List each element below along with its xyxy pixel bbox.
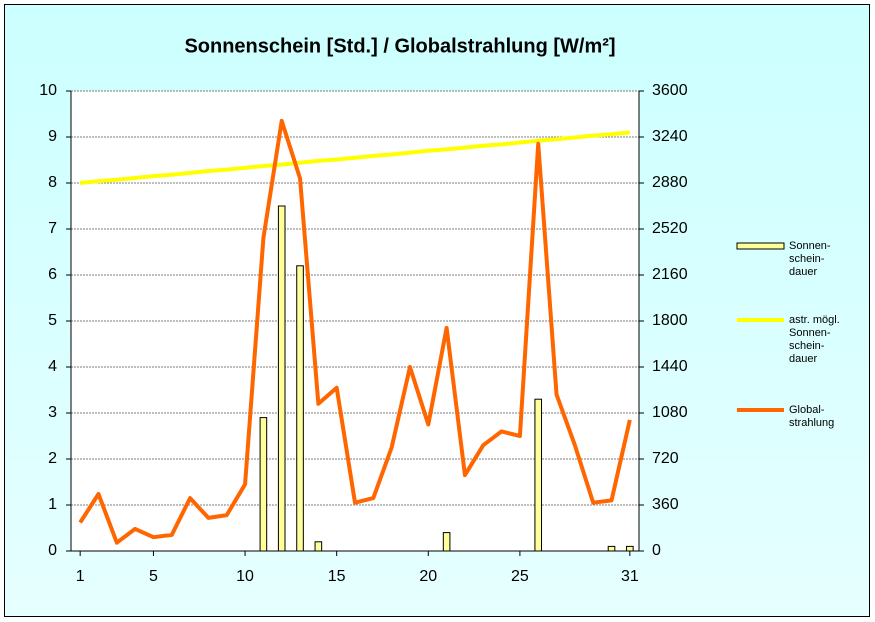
x-tick-label: 10: [236, 568, 254, 585]
y2-tick-label: 2160: [652, 266, 688, 283]
bar: [626, 545, 634, 552]
legend-label: Global- strahlung: [789, 404, 835, 429]
bar: [314, 541, 323, 552]
y2-tick-label: 720: [652, 450, 679, 467]
bar: [534, 398, 543, 552]
y2-tick-label: 0: [652, 542, 661, 559]
bar: [442, 532, 451, 552]
bar: [277, 205, 286, 552]
bar: [607, 545, 616, 552]
y2-tick-label: 1440: [652, 358, 688, 375]
x-tick-label: 1: [76, 568, 85, 585]
legend-label: Sonnen- schein- dauer: [789, 240, 831, 278]
y2-tick-label: 3240: [652, 128, 688, 145]
y-tick-label: 6: [48, 266, 57, 283]
x-tick-label: 31: [621, 568, 639, 585]
y2-tick-label: 360: [652, 496, 679, 513]
x-tick-label: 25: [511, 568, 529, 585]
y-tick-label: 9: [48, 128, 57, 145]
line: [78, 118, 632, 545]
legend-label: astr. mögl. Sonnen- schein- dauer: [789, 314, 840, 365]
y2-tick-label: 2520: [652, 220, 688, 237]
y2-tick-label: 1080: [652, 404, 688, 421]
y-tick-label: 5: [48, 312, 57, 329]
y-tick-label: 1: [48, 496, 57, 513]
y-tick-label: 10: [39, 82, 57, 99]
y-tick-label: 8: [48, 174, 57, 191]
bar: [296, 265, 304, 552]
y2-tick-label: 3600: [652, 82, 688, 99]
legend-swatch: [736, 242, 785, 250]
y2-tick-label: 1800: [652, 312, 688, 329]
y2-tick-label: 2880: [652, 174, 688, 191]
chart-title: Sonnenschein [Std.] / Globalstrahlung [W…: [184, 35, 615, 57]
y-tick-label: 2: [48, 450, 57, 467]
line: [79, 130, 631, 185]
x-tick-label: 15: [328, 568, 346, 585]
x-tick-label: 20: [419, 568, 437, 585]
y-tick-label: 4: [48, 358, 57, 375]
bar: [259, 417, 268, 552]
y-tick-label: 0: [48, 542, 57, 559]
x-tick-label: 5: [149, 568, 158, 585]
y-tick-label: 3: [48, 404, 57, 421]
y-tick-label: 7: [48, 220, 57, 237]
